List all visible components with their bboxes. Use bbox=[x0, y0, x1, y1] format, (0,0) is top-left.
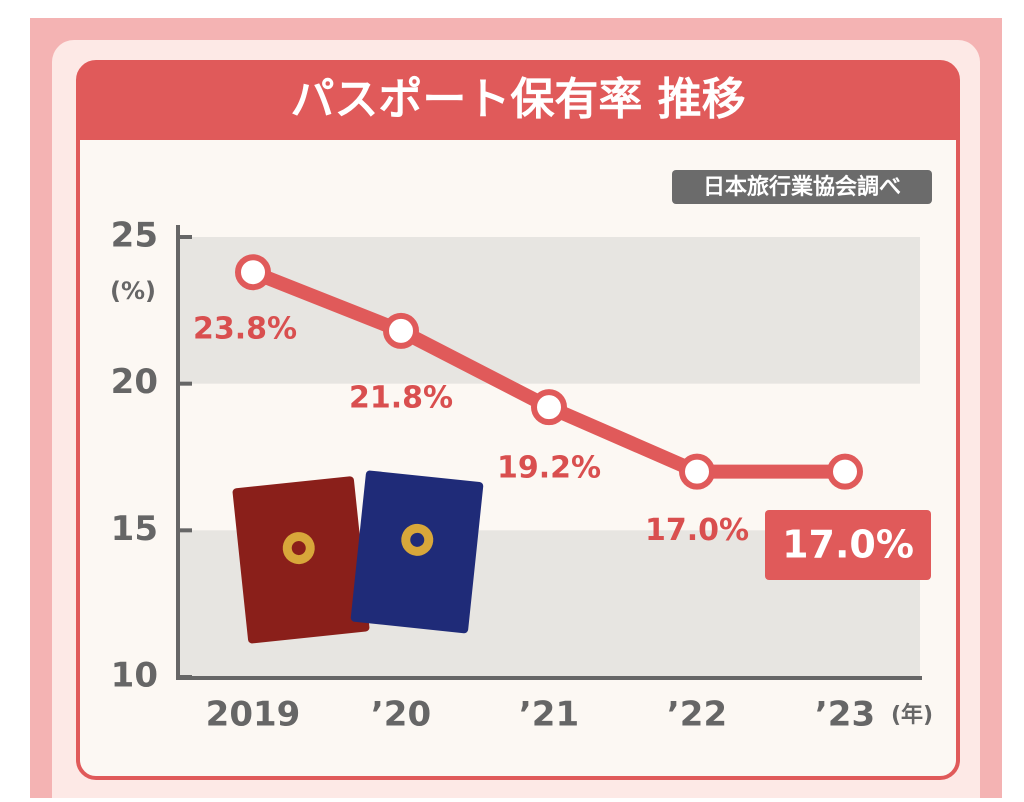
value-label: 17.0% bbox=[782, 523, 914, 567]
value-label: 23.8% bbox=[193, 312, 297, 347]
passport-red bbox=[232, 476, 370, 644]
y-unit: (%) bbox=[110, 277, 156, 305]
x-tick-label: ’20 bbox=[371, 695, 431, 735]
chart-title: パスポート保有率 推移 bbox=[290, 74, 745, 125]
title-band bbox=[78, 62, 958, 140]
grid-band bbox=[178, 237, 920, 384]
y-tick-label: 15 bbox=[111, 509, 158, 549]
marker bbox=[531, 389, 567, 426]
passports bbox=[232, 470, 484, 644]
value-label: 17.0% bbox=[645, 513, 749, 548]
x-tick-label: ’23 bbox=[815, 695, 875, 735]
marker bbox=[679, 453, 715, 490]
value-label: 21.8% bbox=[349, 380, 453, 415]
x-tick-label: 2019 bbox=[206, 695, 301, 735]
marker bbox=[827, 453, 863, 490]
y-tick-label: 25 bbox=[111, 216, 158, 256]
y-tick-label: 20 bbox=[111, 362, 158, 402]
marker bbox=[383, 312, 419, 349]
source: 日本旅行業協会調べ bbox=[703, 174, 901, 200]
value-label: 19.2% bbox=[497, 451, 601, 486]
highlight-box bbox=[765, 510, 931, 580]
y-tick-label: 10 bbox=[111, 656, 158, 696]
x-tick-label: ’21 bbox=[519, 695, 579, 735]
x-unit: (年) bbox=[891, 702, 933, 728]
marker bbox=[235, 254, 271, 291]
source-badge bbox=[672, 170, 932, 204]
passport-blue bbox=[350, 470, 484, 634]
x-tick-label: ’22 bbox=[667, 695, 727, 735]
